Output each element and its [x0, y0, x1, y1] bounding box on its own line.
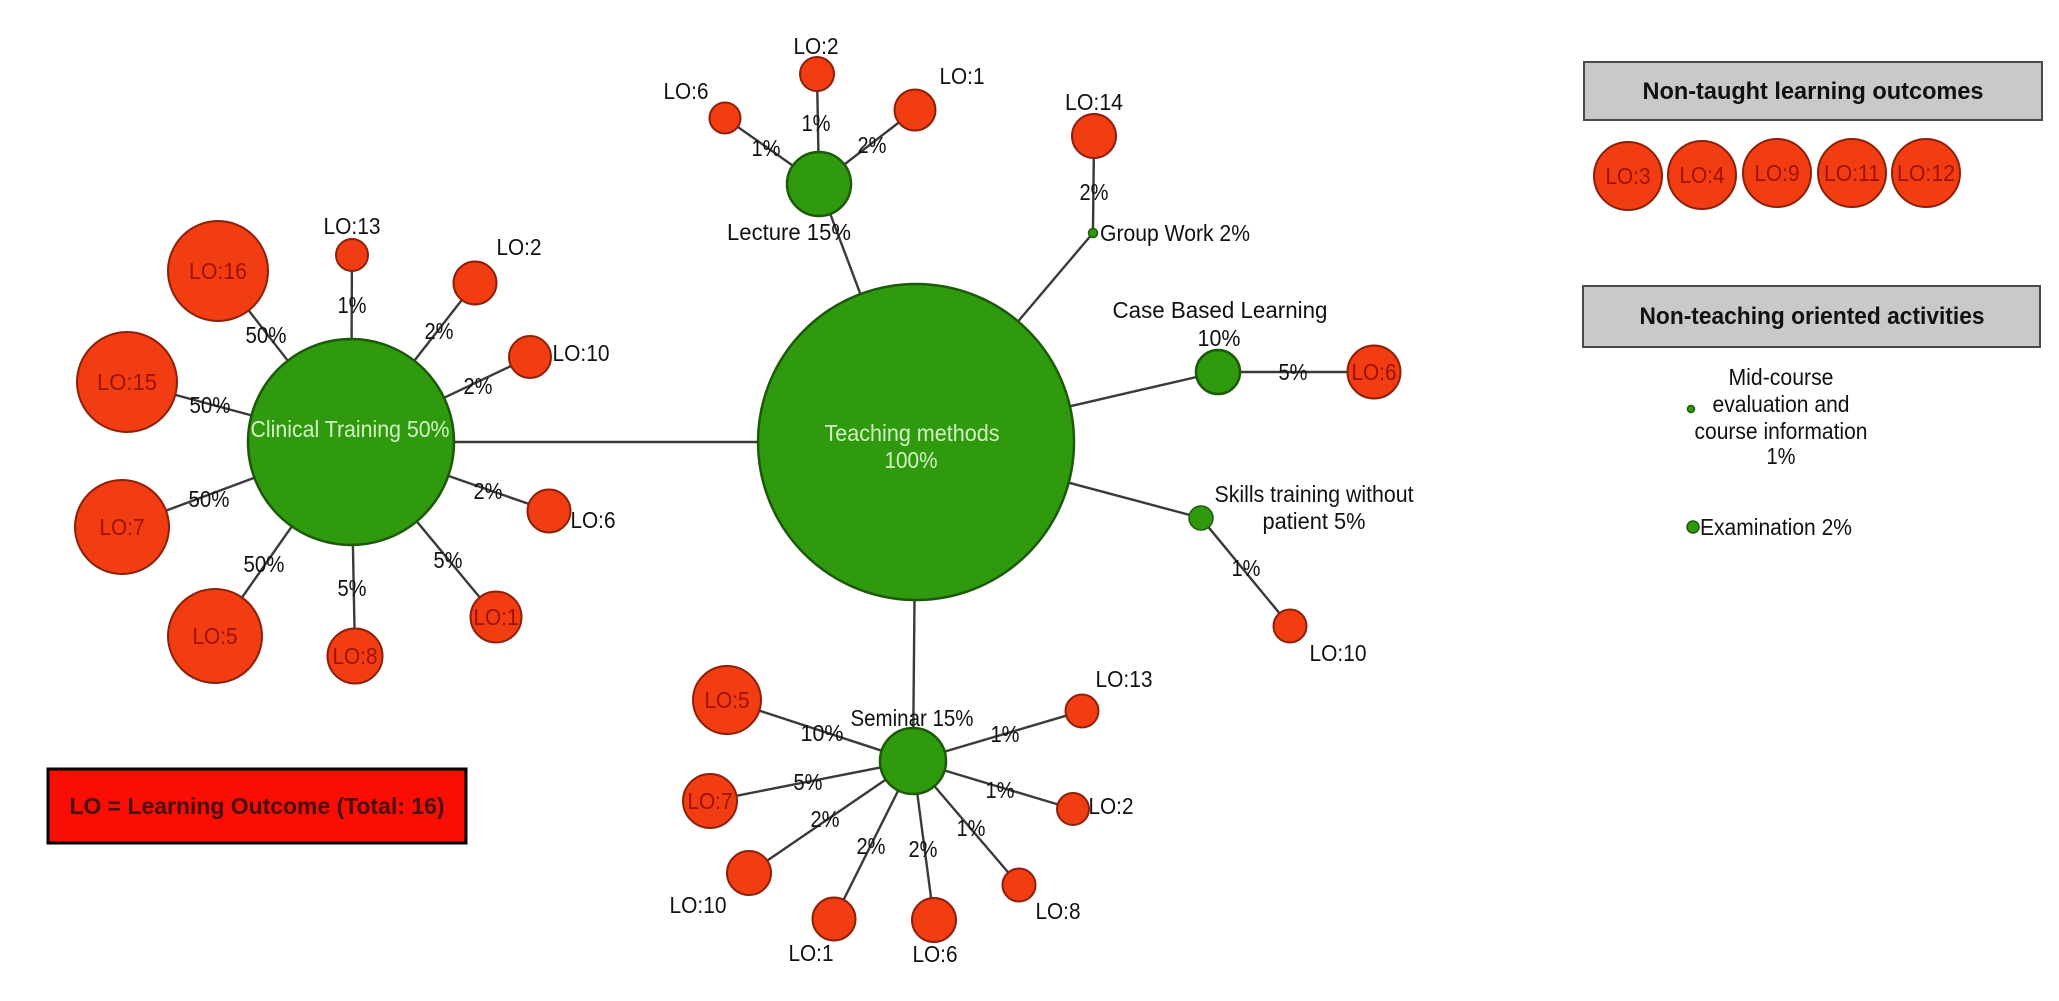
svg-text:Clinical Training 50%: Clinical Training 50%	[251, 416, 450, 442]
svg-text:Case Based Learning: Case Based Learning	[1113, 297, 1328, 323]
svg-text:LO:6: LO:6	[664, 78, 709, 104]
svg-text:LO:5: LO:5	[193, 623, 238, 649]
svg-text:LO:5: LO:5	[705, 687, 750, 713]
svg-text:5%: 5%	[794, 769, 823, 795]
svg-text:Group Work 2%: Group Work 2%	[1100, 220, 1250, 246]
svg-text:LO:7: LO:7	[100, 514, 145, 540]
svg-text:10%: 10%	[1198, 325, 1241, 351]
svg-text:5%: 5%	[338, 575, 367, 601]
svg-text:LO:13: LO:13	[324, 213, 381, 239]
svg-text:LO:16: LO:16	[189, 258, 247, 284]
svg-text:LO:8: LO:8	[333, 643, 378, 669]
svg-text:LO:7: LO:7	[688, 788, 733, 814]
svg-text:LO:3: LO:3	[1606, 163, 1651, 189]
svg-text:2%: 2%	[858, 132, 887, 158]
svg-text:2%: 2%	[909, 836, 938, 862]
svg-text:course information: course information	[1695, 418, 1868, 444]
svg-text:2%: 2%	[464, 373, 493, 399]
svg-text:patient 5%: patient 5%	[1263, 508, 1366, 534]
svg-text:1%: 1%	[802, 110, 831, 136]
svg-text:2%: 2%	[857, 833, 886, 859]
svg-text:LO:1: LO:1	[940, 63, 985, 89]
svg-text:50%: 50%	[189, 486, 230, 512]
svg-text:LO:14: LO:14	[1065, 89, 1123, 115]
svg-text:Non-teaching oriented activiti: Non-teaching oriented activities	[1640, 303, 1985, 330]
svg-text:Lecture 15%: Lecture 15%	[727, 219, 851, 245]
svg-text:LO:15: LO:15	[97, 369, 157, 395]
svg-text:Non-taught learning outcomes: Non-taught learning outcomes	[1643, 78, 1984, 105]
svg-text:evaluation and: evaluation and	[1713, 391, 1850, 417]
svg-text:1%: 1%	[1232, 555, 1261, 581]
svg-text:1%: 1%	[991, 721, 1020, 747]
svg-text:LO:10: LO:10	[553, 340, 610, 366]
svg-text:LO:6: LO:6	[913, 941, 958, 967]
svg-text:Teaching methods: Teaching methods	[825, 420, 1000, 446]
svg-text:50%: 50%	[244, 551, 285, 577]
svg-text:LO:10: LO:10	[1310, 640, 1367, 666]
svg-text:LO:10: LO:10	[670, 892, 727, 918]
svg-text:Mid-course: Mid-course	[1729, 364, 1834, 390]
svg-text:LO:4: LO:4	[1680, 162, 1725, 188]
svg-text:LO:6: LO:6	[571, 507, 616, 533]
svg-text:LO:8: LO:8	[1036, 898, 1081, 924]
svg-text:LO:1: LO:1	[474, 604, 519, 630]
svg-text:1%: 1%	[338, 292, 367, 318]
svg-text:10%: 10%	[801, 720, 844, 746]
svg-text:2%: 2%	[1080, 179, 1109, 205]
svg-text:1%: 1%	[1767, 443, 1796, 469]
svg-text:2%: 2%	[474, 478, 503, 504]
svg-text:LO:11: LO:11	[1824, 160, 1880, 186]
svg-text:LO:2: LO:2	[794, 33, 839, 59]
svg-text:5%: 5%	[434, 547, 463, 573]
svg-text:LO:2: LO:2	[1089, 793, 1134, 819]
svg-text:Seminar 15%: Seminar 15%	[851, 705, 974, 731]
svg-text:50%: 50%	[246, 322, 287, 348]
svg-text:1%: 1%	[986, 777, 1015, 803]
svg-text:LO:9: LO:9	[1755, 160, 1800, 186]
svg-text:LO:1: LO:1	[789, 940, 834, 966]
svg-text:LO:2: LO:2	[497, 234, 542, 260]
svg-text:Examination 2%: Examination 2%	[1700, 514, 1852, 540]
svg-text:2%: 2%	[811, 806, 840, 832]
svg-text:50%: 50%	[190, 392, 231, 418]
svg-text:LO:12: LO:12	[1897, 160, 1955, 186]
svg-text:2%: 2%	[425, 318, 454, 344]
svg-text:LO:13: LO:13	[1096, 666, 1153, 692]
svg-text:100%: 100%	[885, 447, 938, 473]
svg-text:5%: 5%	[1279, 359, 1308, 385]
svg-text:Skills training without: Skills training without	[1215, 481, 1415, 507]
svg-text:LO:6: LO:6	[1352, 359, 1397, 385]
svg-text:1%: 1%	[957, 815, 986, 841]
svg-text:1%: 1%	[752, 135, 781, 161]
svg-text:LO = Learning Outcome (Total:: LO = Learning Outcome (Total: 16)	[70, 793, 445, 819]
